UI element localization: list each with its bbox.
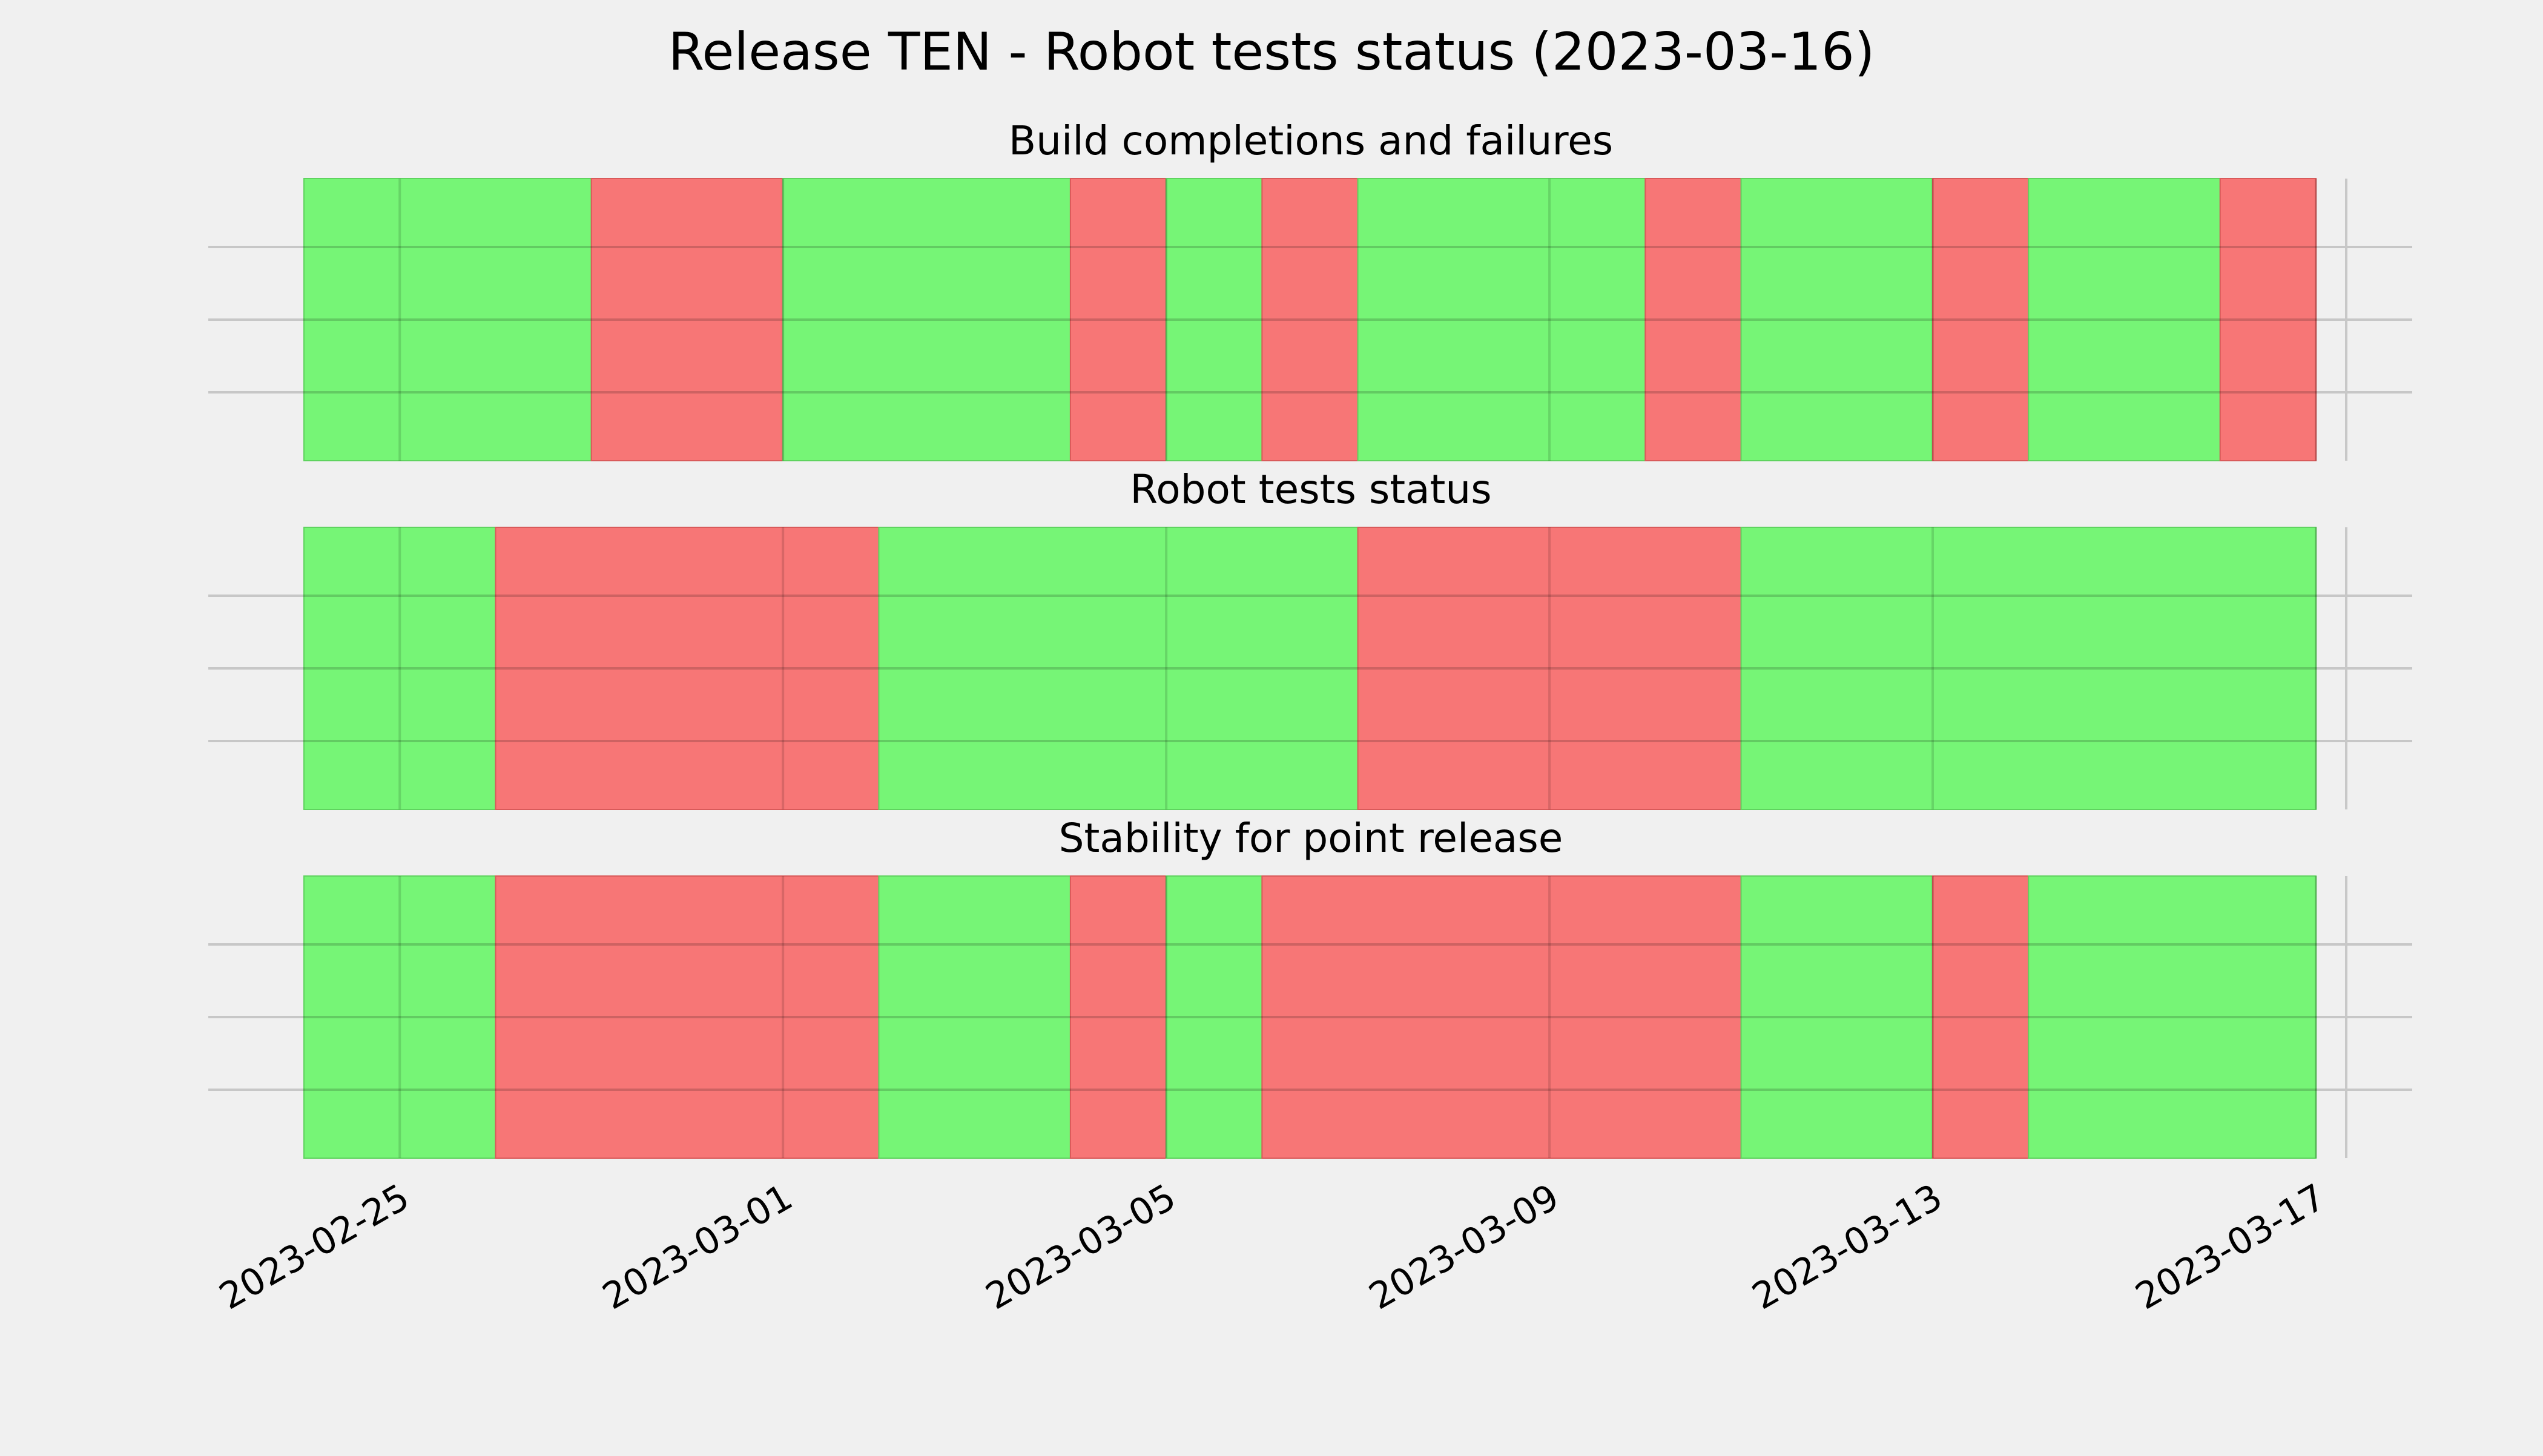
- status-segment-fail: [590, 178, 784, 461]
- status-segment-fail: [1357, 527, 1742, 810]
- status-segment-pass: [1357, 178, 1646, 461]
- panel-title: Build completions and failures: [1009, 117, 1613, 164]
- status-segment-fail: [1261, 178, 1359, 461]
- status-segment-pass: [1740, 527, 2317, 810]
- status-segment-pass: [1166, 178, 1263, 461]
- status-segment-pass: [1166, 875, 1263, 1159]
- status-segment-pass: [303, 875, 496, 1159]
- panel-title: Stability for point release: [1059, 815, 1563, 861]
- chart-title: Release TEN - Robot tests status (2023-0…: [668, 22, 1875, 82]
- panel-title: Robot tests status: [1130, 466, 1491, 513]
- status-segment-fail: [495, 527, 880, 810]
- status-segment-fail: [1261, 875, 1742, 1159]
- status-segment-pass: [303, 527, 496, 810]
- status-segment-fail: [1069, 875, 1167, 1159]
- status-segment-fail: [1069, 178, 1167, 461]
- x-tick-label: 2023-03-17: [2129, 1176, 2333, 1318]
- status-segment-pass: [878, 527, 1359, 810]
- x-tick-label: 2023-02-25: [213, 1176, 417, 1318]
- x-tick-label: 2023-03-05: [979, 1176, 1183, 1318]
- status-segment-pass: [878, 875, 1071, 1159]
- status-segment-fail: [2219, 178, 2317, 461]
- status-segment-fail: [1932, 178, 2030, 461]
- status-segment-pass: [2028, 875, 2317, 1159]
- x-tick-label: 2023-03-13: [1746, 1176, 1950, 1318]
- x-tick-label: 2023-03-01: [596, 1176, 800, 1318]
- status-segment-pass: [782, 178, 1071, 461]
- status-segment-pass: [1740, 178, 1934, 461]
- status-segment-pass: [303, 178, 592, 461]
- status-segment-fail: [1932, 875, 2030, 1159]
- status-segment-fail: [495, 875, 880, 1159]
- x-tick-label: 2023-03-09: [1362, 1176, 1566, 1318]
- status-segment-fail: [1644, 178, 1742, 461]
